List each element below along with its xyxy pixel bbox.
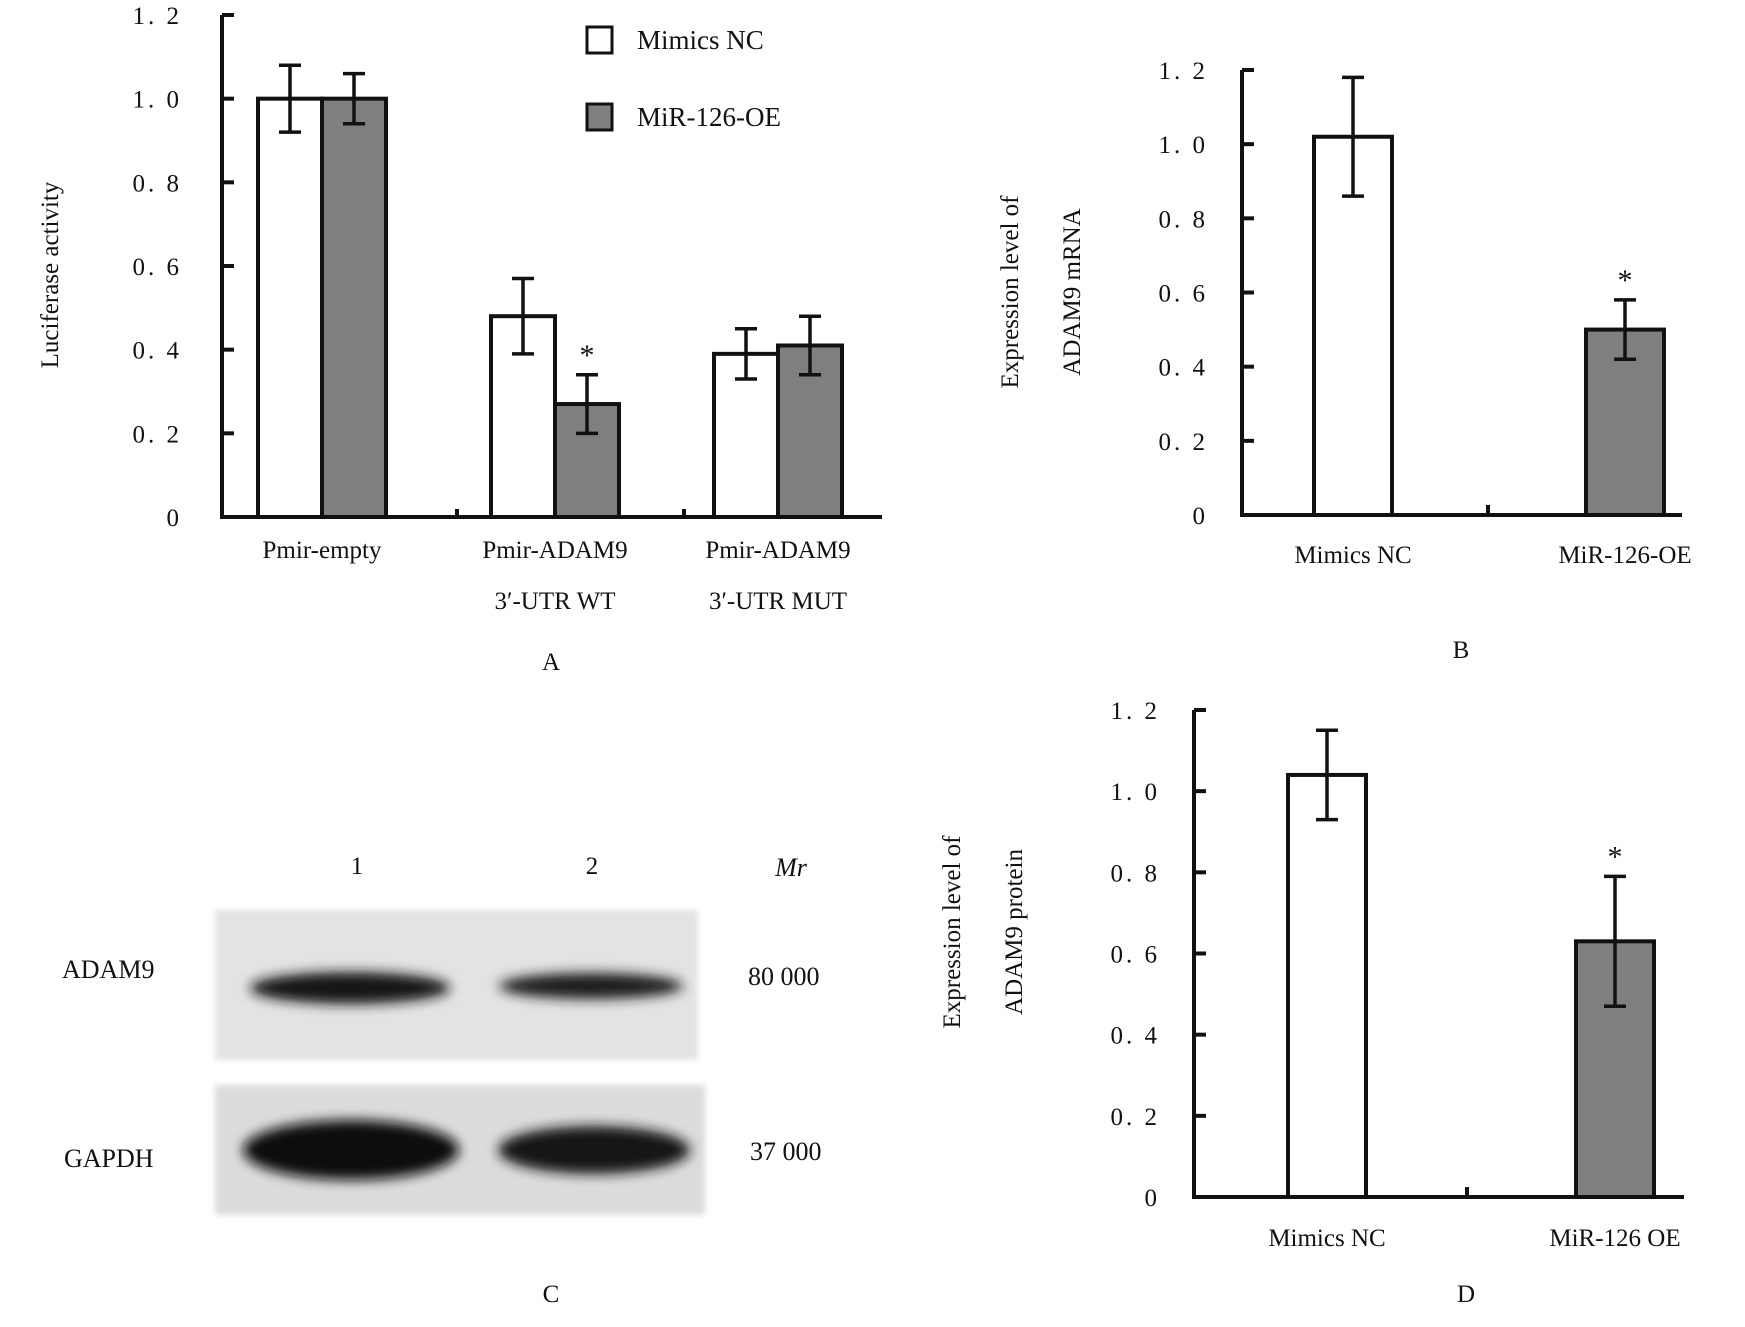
panel-a-mimics-nc-error-bar	[735, 327, 757, 381]
panel-d-category-label: Mimics NC	[1268, 1225, 1385, 1252]
panel-d-mir126-oe-error-bar	[1604, 874, 1626, 1009]
panel-b-ytick-label: 1. 2	[1159, 58, 1209, 85]
blot-mr-adam9: 80 000	[748, 962, 820, 991]
panel-b-ytick-label: 0. 4	[1159, 355, 1209, 382]
panel-a-category-label: Pmir-ADAM9	[705, 537, 850, 564]
panel-b-y-axis-label: ADAM9 mRNA	[1059, 208, 1086, 375]
panel-a-category-label: 3′-UTR WT	[495, 588, 616, 615]
blot-row-label-gapdh: GAPDH	[64, 1144, 154, 1173]
blot-mr-gapdh: 37 000	[750, 1137, 822, 1166]
panel-a-mir126-oe-significance-star: *	[580, 339, 595, 372]
panel-a-ytick-label: 0. 8	[133, 170, 183, 197]
panel-label-a: A	[542, 649, 560, 676]
panel-d-ytick-label: 1. 2	[1111, 698, 1161, 725]
panel-d-protein-chart: 0 0. 2 0. 4 0. 6 0. 8 1. 0 1. 2 Mimics NC * MiR-1…	[939, 698, 1684, 1308]
panel-a-mir126-oe-bar	[320, 96, 388, 520]
legend-swatch	[585, 25, 614, 55]
panel-a-ytick-label: 0. 6	[133, 254, 183, 281]
panel-d-ytick-label: 0. 6	[1111, 942, 1161, 969]
panel-b-ytick-label: 0	[1193, 503, 1209, 530]
panel-label-b: B	[1453, 637, 1470, 664]
panel-a-category-label: 3′-UTR MUT	[709, 588, 847, 615]
panel-a-ytick-label: 0. 2	[133, 421, 183, 448]
lane-label-2: 2	[586, 853, 599, 880]
panel-b-mimics-nc-error-bar	[1342, 75, 1364, 198]
band-gapdh-lane-1	[243, 1120, 459, 1180]
panel-a-y-axis-label: Luciferase activity	[37, 181, 64, 368]
panel-a-luciferase-chart: 0 0. 2 0. 4 0. 6 0. 8 1. 0 1. 2 Pmir-empty * Pmir…	[37, 3, 882, 676]
panel-a-category-label: Pmir-ADAM9	[482, 537, 627, 564]
panel-d-mimics-nc-bar	[1286, 772, 1368, 1200]
blot-row-label-adam9: ADAM9	[62, 955, 154, 984]
legend-entry-label: MiR-126-OE	[637, 102, 781, 132]
panel-d-mimics-nc-error-bar	[1316, 728, 1338, 822]
panel-d-y-axis-label: Expression level of	[939, 835, 966, 1029]
panel-a-ytick-label: 1. 2	[133, 3, 183, 30]
panel-b-ytick-label: 0. 8	[1159, 206, 1209, 233]
panel-b-y-axis-label: Expression level of	[997, 195, 1024, 389]
panel-d-ytick-label: 1. 0	[1111, 779, 1161, 806]
panel-b-category-label: Mimics NC	[1294, 542, 1411, 569]
panel-b-ytick-label: 0. 2	[1159, 429, 1209, 456]
panel-a-mir126-oe-error-bar	[799, 314, 821, 377]
band-adam9-lane-1	[250, 972, 450, 1004]
panel-d-y-axis-label: ADAM9 protein	[1001, 849, 1028, 1015]
panel-a-mir126-oe-error-bar	[343, 71, 365, 126]
panel-label-d: D	[1457, 1281, 1475, 1308]
legend-entry-label: Mimics NC	[637, 25, 764, 55]
panel-b-ytick-label: 0. 6	[1159, 281, 1209, 308]
panel-a-mimics-nc-bar	[256, 96, 324, 520]
panel-a-ytick-label: 0	[167, 505, 183, 532]
panel-a-ytick-label: 1. 0	[133, 87, 183, 114]
panel-a-mimics-nc-error-bar	[279, 63, 301, 134]
lane-label-1: 1	[351, 853, 364, 880]
panel-d-ytick-label: 0. 2	[1111, 1104, 1161, 1131]
panel-d-ytick-label: 0	[1145, 1185, 1161, 1212]
panel-a-category-label: Pmir-empty	[263, 537, 382, 564]
panel-b-category-label: MiR-126-OE	[1558, 542, 1691, 569]
panel-b-mrna-chart: 0 0. 2 0. 4 0. 6 0. 8 1. 0 1. 2 Mimics NC * MiR-1…	[997, 58, 1692, 664]
panel-a-mir126-oe-error-bar	[576, 373, 598, 436]
band-gapdh-lane-2	[498, 1126, 690, 1174]
panel-a-mimics-nc-error-bar	[512, 276, 534, 356]
panel-label-c: C	[543, 1281, 560, 1308]
band-adam9-lane-2	[499, 973, 683, 999]
panel-b-mir126-oe-error-bar	[1614, 298, 1636, 361]
legend-swatch	[585, 102, 614, 132]
panel-b-mir126-oe-significance-star: *	[1618, 264, 1633, 297]
mr-label: Mr	[774, 853, 808, 882]
panel-c-western-blot: 1 2 Mr ADAM9 GAPDH 80 000 37 000 C	[62, 853, 822, 1308]
panel-d-ytick-label: 0. 8	[1111, 860, 1161, 887]
panel-d-mir126-oe-significance-star: *	[1608, 840, 1623, 873]
panel-a-ytick-label: 0. 4	[133, 338, 183, 365]
panel-d-category-label: MiR-126 OE	[1549, 1225, 1680, 1252]
panel-d-ytick-label: 0. 4	[1111, 1023, 1161, 1050]
panel-b-ytick-label: 1. 0	[1159, 132, 1209, 159]
